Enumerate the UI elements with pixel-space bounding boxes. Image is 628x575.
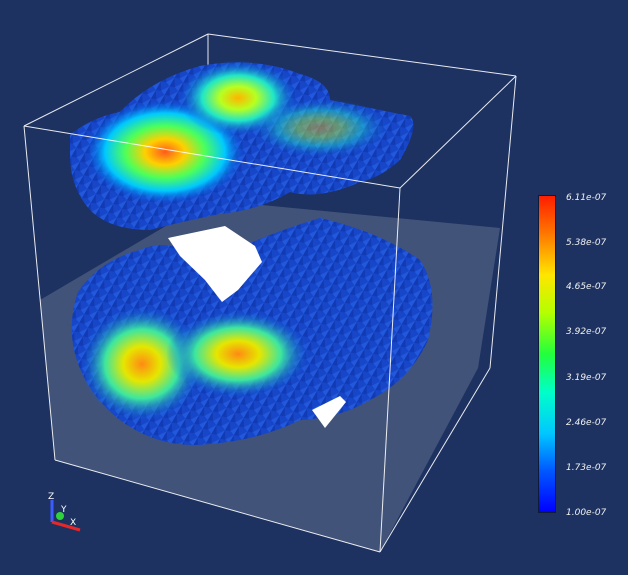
color-legend-labels: 6.11e-07 5.38e-07 4.65e-07 3.92e-07 3.19… <box>566 0 626 575</box>
axis-z-label: Z <box>48 492 54 502</box>
legend-tick-label: 4.65e-07 <box>566 282 607 292</box>
legend-tick-label: 2.46e-07 <box>566 418 607 428</box>
legend-tick-label: 3.92e-07 <box>566 327 607 337</box>
legend-tick-label: 5.38e-07 <box>566 238 607 248</box>
orientation-axes: Z Y X <box>48 492 81 532</box>
lower-mesh-surface <box>71 218 433 445</box>
legend-tick-label: 1.00e-07 <box>566 508 607 518</box>
bounding-box-front <box>23 75 517 553</box>
legend-tick-label: 3.19e-07 <box>566 373 607 383</box>
mesh-hole-upper <box>168 226 262 302</box>
upper-mesh-surface <box>70 60 414 230</box>
color-legend-bar <box>538 195 556 513</box>
mesh-hole-lower <box>312 396 346 428</box>
axis-x-label: X <box>70 518 76 528</box>
legend-tick-label: 6.11e-07 <box>566 193 607 203</box>
axis-y-label: Y <box>60 505 67 515</box>
legend-tick-label: 1.73e-07 <box>566 463 607 473</box>
